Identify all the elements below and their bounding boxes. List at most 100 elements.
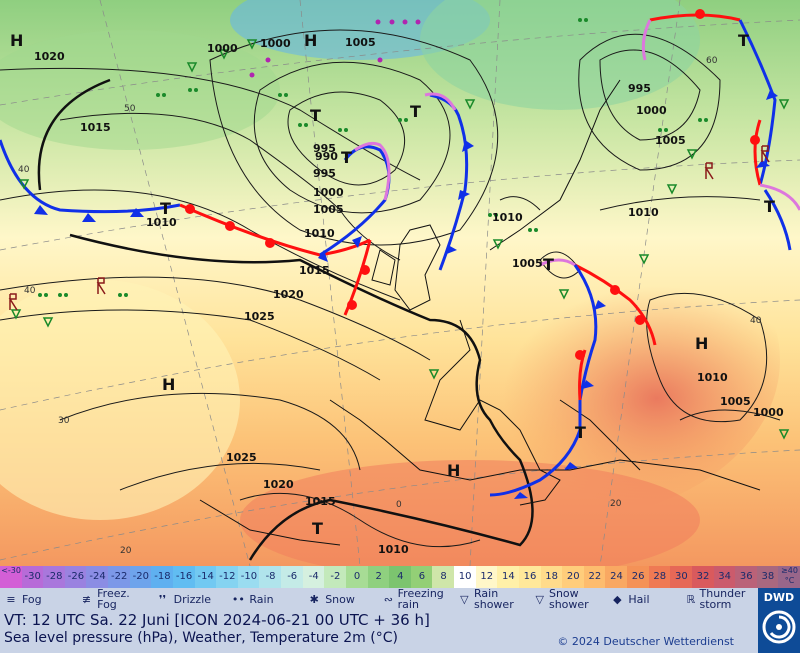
snow-shower-icon: ▽ [535, 592, 545, 606]
rain-icon: •• [231, 592, 245, 606]
low-pressure-center: T [410, 102, 421, 121]
occluded-front [424, 92, 457, 111]
scale-cell: -18 [151, 566, 174, 588]
scale-cell: 4 [389, 566, 412, 588]
scale-cell: ≥40 °C [778, 566, 800, 588]
isobar-label: 1015 [299, 264, 330, 277]
scale-cell: 28 [648, 566, 671, 588]
bold-1015-isobar [37, 78, 534, 561]
scale-cell: -4 [302, 566, 325, 588]
cold-front-barbs [34, 90, 778, 499]
scale-cell: 36 [735, 566, 758, 588]
high-pressure-center: H [162, 375, 175, 394]
high-pressure-center: H [304, 31, 317, 50]
freezing-fog-icon: ≢ [81, 592, 92, 606]
warm-front-bulbs [185, 9, 760, 360]
legend-item: ◆ Hail [609, 588, 681, 610]
dwd-logo-icon [762, 610, 796, 644]
isobar-label: 1010 [628, 206, 659, 219]
scale-cell: 18 [540, 566, 563, 588]
isobar-label: 1005 [720, 395, 751, 408]
lat-label: 60 [706, 56, 718, 66]
isobar-label: 1010 [146, 216, 177, 229]
lat-label: 40 [24, 286, 36, 296]
legend-label: Drizzle [173, 592, 212, 606]
temperature-color-scale: <-30 -30 -28 -26 -24 -22 -20 -18 -16 -14 -12 -10 -8-… [0, 566, 800, 588]
legend-item: ✱ Snow [306, 588, 378, 610]
map-footer: VT: 12 UTC Sa. 22 Juni [ICON 2024-06-21 … [0, 610, 758, 653]
legend-item: ∾ Freezing rain [382, 588, 454, 610]
isobar-label: 1015 [80, 121, 111, 134]
legend-item: ≡ Fog [3, 588, 75, 610]
legend-item: ▽ Snow shower [534, 588, 606, 610]
legend-label: Snow [325, 592, 355, 606]
isobar-label: 990 [315, 150, 338, 163]
lat-label: 30 [58, 416, 70, 426]
low-pressure-center: T [764, 197, 775, 216]
freezing-rain-icon: ∾ [383, 592, 393, 606]
dwd-logo: DWD [758, 588, 800, 653]
high-pressure-center: H [447, 461, 460, 480]
low-pressure-center: T [310, 106, 321, 125]
scale-cell: -22 [108, 566, 131, 588]
isobar-label: 1005 [345, 36, 376, 49]
fronts [0, 13, 800, 497]
lat-label: 0 [396, 500, 402, 510]
occluded-front [539, 258, 576, 267]
legend-item: ≢ Freez. Fog [79, 588, 151, 610]
pressure-centers: H H T T T T T H H T T H T T [10, 31, 775, 538]
legend-label: Fog [22, 592, 42, 606]
scale-cell: -24 [86, 566, 109, 588]
scale-cell: -26 [64, 566, 88, 588]
rain-symbols [38, 18, 708, 297]
thunderstorm-icon: ℝ [686, 592, 696, 606]
legend-item: ❜❜ Drizzle [155, 588, 227, 610]
lat-label: 20 [610, 499, 622, 509]
dwd-logo-text: DWD [763, 591, 795, 604]
warm-anomaly-field [340, 200, 780, 520]
occluded-front [354, 141, 391, 201]
high-pressure-center: H [10, 31, 23, 50]
low-pressure-center: T [543, 255, 554, 274]
high-pressure-center: H [695, 334, 708, 353]
valid-time-label: VT: 12 UTC Sa. 22 Juni [ICON 2024-06-21 … [4, 611, 430, 629]
scale-cell: 16 [518, 566, 542, 588]
snow-icon: ✱ [309, 592, 319, 606]
scale-cell: 8 [432, 566, 455, 588]
isobar-label: 1010 [697, 371, 728, 384]
map-description: Sea level pressure (hPa), Weather, Tempe… [4, 630, 398, 646]
legend-label: Thunder storm [699, 587, 746, 611]
isobars [0, 29, 781, 548]
scale-cell: 0 [345, 566, 369, 588]
isobar-label: 1010 [492, 211, 523, 224]
scale-cell: 2 [367, 566, 390, 588]
scale-cell: 38 [756, 566, 779, 588]
isobar-label: 1020 [273, 288, 304, 301]
weather-symbol-legend: ≡ Fog ≢ Freez. Fog ❜❜ Drizzle •• Rain ✱ Snow ∾ Free… [0, 588, 758, 610]
cold-front [573, 264, 598, 430]
scale-cell: 24 [605, 566, 628, 588]
scale-cell: 26 [627, 566, 650, 588]
scale-cell: <-30 [0, 566, 23, 588]
scale-cell: 6 [410, 566, 434, 588]
scale-cell: 20 [562, 566, 585, 588]
scale-cell: -2 [324, 566, 347, 588]
isobar-labels: 1020 1015 1000 1000 1005 995 990 995 100… [34, 36, 784, 556]
scale-cell: -30 [21, 566, 44, 588]
isobar-label: 1000 [313, 186, 344, 199]
scale-cell: 30 [670, 566, 693, 588]
legend-item: •• Rain [230, 588, 302, 610]
hail-icon: ◆ [613, 592, 622, 606]
coastlines [199, 79, 761, 546]
lat-label: 40 [18, 165, 30, 175]
low-pressure-center: T [312, 519, 323, 538]
low-pressure-center: T [341, 148, 352, 167]
drizzle-icon: ❜❜ [159, 592, 167, 606]
isobar-label: 1020 [263, 478, 294, 491]
lat-label: 50 [124, 104, 136, 114]
latitude-labels: 50 40 60 40 40 30 20 20 0 [18, 56, 762, 556]
isobar-label: 1000 [207, 42, 238, 55]
rain-shower-icon: ▽ [460, 592, 469, 606]
isobar-label: 1020 [34, 50, 65, 63]
scale-cell: -6 [281, 566, 304, 588]
